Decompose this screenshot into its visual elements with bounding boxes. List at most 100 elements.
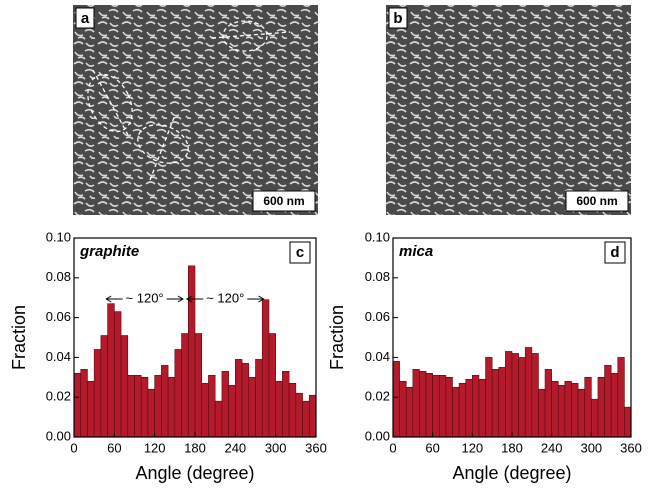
bar xyxy=(268,333,276,438)
x-tick-label: 120 xyxy=(144,440,166,455)
x-tick-label: 240 xyxy=(224,440,246,455)
bar xyxy=(452,386,460,438)
bar xyxy=(405,386,414,438)
bar xyxy=(412,369,420,438)
bar xyxy=(235,359,243,438)
bar xyxy=(524,347,533,438)
bar xyxy=(114,311,122,438)
annotation: graphite xyxy=(79,243,139,260)
bar xyxy=(73,373,82,438)
y-tick-label: 0.10 xyxy=(46,229,71,244)
y-tick-label: 0.06 xyxy=(365,309,390,324)
bar xyxy=(557,384,566,438)
bar xyxy=(624,406,632,438)
bar xyxy=(419,371,427,438)
x-tick-label: 240 xyxy=(541,440,563,455)
y-axis-label: Fraction xyxy=(327,305,347,370)
panel-label: a xyxy=(81,10,90,27)
bar xyxy=(538,388,546,438)
x-tick-label: 60 xyxy=(425,440,439,455)
y-tick-label: 0.08 xyxy=(365,269,390,284)
x-tick-label: 300 xyxy=(580,440,602,455)
bar xyxy=(181,333,189,438)
y-tick-label: 0.04 xyxy=(46,349,71,364)
bar xyxy=(161,365,169,438)
bar xyxy=(208,375,216,438)
ellipses xyxy=(87,20,291,181)
x-tick-label: 360 xyxy=(305,440,327,455)
bar xyxy=(241,363,250,438)
bar xyxy=(597,376,605,438)
bar xyxy=(201,382,209,438)
note: ~ 120° xyxy=(126,290,164,305)
bar xyxy=(255,359,263,438)
bar xyxy=(577,388,586,438)
y-tick-label: 0.02 xyxy=(46,389,71,404)
y-axis-label: Fraction xyxy=(9,305,29,370)
x-tick-label: 0 xyxy=(70,440,77,455)
bar xyxy=(472,375,480,438)
scale-box xyxy=(252,190,316,212)
y-tick-label: 0.02 xyxy=(365,389,390,404)
y-tick-label: 0.00 xyxy=(46,428,71,443)
panel-label: d xyxy=(610,244,619,261)
note: ~ 120° xyxy=(206,290,244,305)
bar xyxy=(187,265,196,438)
bar xyxy=(248,376,256,438)
bar xyxy=(261,299,270,438)
y-tick-label: 0.00 xyxy=(365,428,390,443)
x-tick-label: 0 xyxy=(389,440,396,455)
bar xyxy=(214,400,223,438)
bar xyxy=(107,303,115,438)
bar xyxy=(511,353,519,438)
bar xyxy=(478,378,486,438)
scale-label: 600 nm xyxy=(576,194,617,208)
x-tick-label: 180 xyxy=(501,440,523,455)
bar xyxy=(591,398,599,438)
bar xyxy=(174,349,182,438)
bar xyxy=(228,384,236,438)
x-axis-label: Angle (degree) xyxy=(135,463,254,483)
chart: 0.00 0.02 0.04 0.06 0.08 0.10 0 60 120 180 240 300 3… xyxy=(327,229,642,482)
x-tick-label: 180 xyxy=(184,440,206,455)
bar xyxy=(308,394,317,438)
bar xyxy=(100,335,108,438)
micrograph xyxy=(386,5,631,215)
bar xyxy=(505,351,513,438)
scale-box xyxy=(565,190,629,212)
y-tick-label: 0.04 xyxy=(365,349,390,364)
bar xyxy=(564,380,572,438)
bar xyxy=(194,333,203,438)
bar xyxy=(295,392,303,438)
x-tick-label: 300 xyxy=(265,440,287,455)
note-bg xyxy=(122,291,167,307)
bar xyxy=(399,380,407,438)
bar xyxy=(498,367,506,438)
bar xyxy=(544,369,552,438)
panel-label-box xyxy=(604,241,626,264)
y-tick-label: 0.10 xyxy=(365,229,390,244)
x-tick-label: 360 xyxy=(620,440,642,455)
bar xyxy=(87,380,95,438)
bar xyxy=(432,375,440,438)
bar xyxy=(167,376,176,438)
bar xyxy=(438,375,447,438)
note-bg xyxy=(203,291,248,307)
bar xyxy=(147,388,155,438)
bar xyxy=(604,365,612,438)
y-tick-label: 0.06 xyxy=(46,309,71,324)
bar xyxy=(282,371,290,438)
bar xyxy=(617,357,625,438)
bar xyxy=(491,369,500,438)
bar xyxy=(80,369,88,438)
bar xyxy=(127,375,135,438)
x-tick-label: 60 xyxy=(107,440,121,455)
bar xyxy=(275,380,283,438)
bar xyxy=(571,382,579,438)
panel-label: b xyxy=(393,10,402,27)
x-tick-label: 120 xyxy=(461,440,483,455)
x-axis-label: Angle (degree) xyxy=(452,463,571,483)
panel-label-box xyxy=(75,7,95,29)
chart: 0.00 0.02 0.04 0.06 0.08 0.10 0 60 120 180 240 300 3… xyxy=(9,229,327,482)
bar xyxy=(425,373,433,438)
